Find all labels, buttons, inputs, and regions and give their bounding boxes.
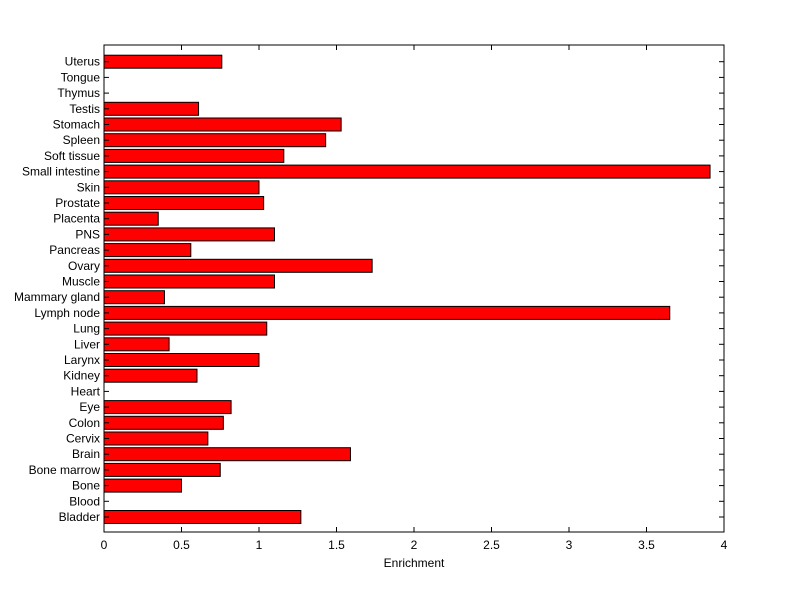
bar [103, 164, 711, 179]
y-tick-label: Brain [72, 447, 100, 461]
bar [103, 431, 209, 446]
bar [103, 478, 182, 493]
bar [103, 101, 200, 116]
y-tick-label: Small intestine [22, 165, 100, 179]
bar [103, 353, 260, 367]
y-tick-label: Uterus [65, 55, 100, 69]
bar [103, 258, 373, 273]
bar [103, 54, 223, 69]
bar [103, 368, 198, 383]
bar [103, 133, 327, 148]
y-tick-label: Testis [69, 102, 100, 116]
y-tick-label: Mammary gland [14, 290, 100, 304]
y-tick-label: Lymph node [34, 306, 100, 320]
y-tick-label: Pancreas [49, 243, 100, 257]
y-tick-label: Liver [74, 337, 100, 351]
x-tick-label: 0.5 [173, 538, 190, 552]
y-tick-label: Larynx [64, 353, 100, 367]
x-tick-label: 3.5 [638, 538, 655, 552]
bar [103, 243, 192, 258]
y-tick-label: Bladder [59, 510, 100, 524]
x-tick-label: 1 [256, 538, 263, 552]
y-tick-label: Eye [79, 400, 100, 414]
y-tick-label: Heart [71, 384, 101, 398]
x-tick-label: 4 [721, 538, 728, 552]
bar [103, 180, 260, 195]
y-tick-label: Placenta [53, 212, 100, 226]
y-tick-label: Ovary [68, 259, 100, 273]
bar [103, 400, 232, 415]
y-tick-label: Stomach [53, 118, 100, 132]
bar [103, 321, 268, 336]
bar [103, 337, 170, 352]
y-tick-label: Soft tissue [44, 149, 100, 163]
bar [103, 211, 159, 226]
y-tick-label: Lung [73, 322, 100, 336]
bar [103, 415, 224, 430]
y-tick-label: Prostate [55, 196, 100, 210]
y-tick-label: Thymus [57, 86, 100, 100]
y-tick-label: Tongue [61, 70, 101, 84]
bar [103, 117, 342, 132]
y-tick-label: Colon [69, 416, 100, 430]
bar [103, 227, 275, 242]
x-tick-label: 2.5 [483, 538, 500, 552]
bar [103, 274, 275, 289]
x-axis-label: Enrichment [384, 556, 445, 570]
y-tick-label: Cervix [66, 432, 100, 446]
x-tick-label: 2 [411, 538, 418, 552]
bar [103, 290, 165, 305]
y-tick-label: Skin [77, 180, 100, 194]
y-tick-label: Bone marrow [29, 463, 101, 477]
plot-frame [103, 44, 725, 533]
bar [103, 305, 671, 320]
bar [103, 447, 351, 462]
y-tick-label: Bone [72, 479, 100, 493]
y-tick-label: Muscle [62, 275, 100, 289]
bars-group [103, 54, 711, 524]
y-tick-label: PNS [75, 227, 100, 241]
y-tick-label: Blood [69, 494, 100, 508]
x-tick-label: 0 [101, 538, 108, 552]
y-tick-label: Spleen [63, 133, 100, 147]
bar [103, 196, 265, 210]
bar [103, 510, 302, 524]
x-tick-label: 3 [566, 538, 573, 552]
bar [103, 148, 285, 163]
bar [103, 462, 221, 477]
x-tick-label: 1.5 [328, 538, 345, 552]
y-tick-label: Kidney [63, 369, 100, 383]
